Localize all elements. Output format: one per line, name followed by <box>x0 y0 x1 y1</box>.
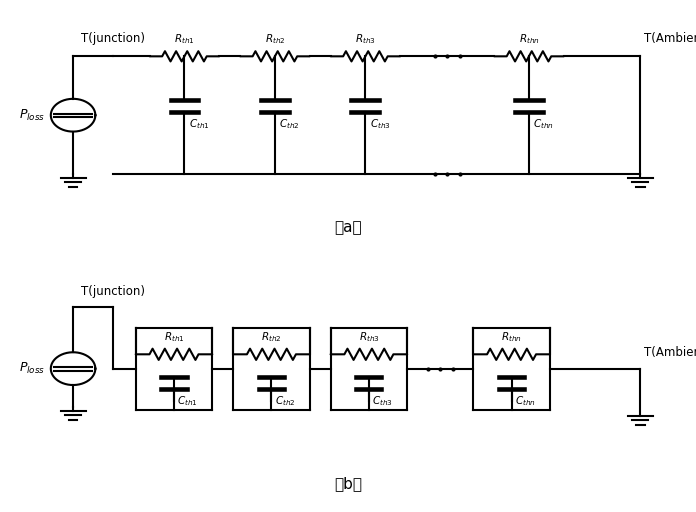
Text: （a）: （a） <box>334 220 362 236</box>
Text: T(junction): T(junction) <box>81 32 145 45</box>
Text: $R_{th3}$: $R_{th3}$ <box>358 330 379 344</box>
Text: $C_{th3}$: $C_{th3}$ <box>370 117 390 131</box>
Text: $C_{th1}$: $C_{th1}$ <box>177 394 198 408</box>
Text: $R_{th1}$: $R_{th1}$ <box>174 32 195 46</box>
Text: $P_{loss}$: $P_{loss}$ <box>19 108 45 123</box>
Text: $C_{th2}$: $C_{th2}$ <box>279 117 300 131</box>
Text: $C_{thn}$: $C_{thn}$ <box>533 117 554 131</box>
Text: T(Ambient): T(Ambient) <box>644 347 696 359</box>
Text: $C_{thn}$: $C_{thn}$ <box>515 394 536 408</box>
Text: $P_{loss}$: $P_{loss}$ <box>19 361 45 376</box>
Text: $R_{thn}$: $R_{thn}$ <box>501 330 522 344</box>
Text: $R_{th3}$: $R_{th3}$ <box>355 32 376 46</box>
Text: T(junction): T(junction) <box>81 285 145 298</box>
Text: $R_{th1}$: $R_{th1}$ <box>164 330 184 344</box>
Text: $C_{th1}$: $C_{th1}$ <box>189 117 209 131</box>
Text: $R_{th2}$: $R_{th2}$ <box>264 32 285 46</box>
Text: （b）: （b） <box>334 476 362 492</box>
Text: $C_{th3}$: $C_{th3}$ <box>372 394 393 408</box>
Text: $R_{th2}$: $R_{th2}$ <box>261 330 282 344</box>
Text: $R_{thn}$: $R_{thn}$ <box>519 32 539 46</box>
Text: $C_{th2}$: $C_{th2}$ <box>275 394 296 408</box>
Text: T(Ambient): T(Ambient) <box>644 32 696 45</box>
